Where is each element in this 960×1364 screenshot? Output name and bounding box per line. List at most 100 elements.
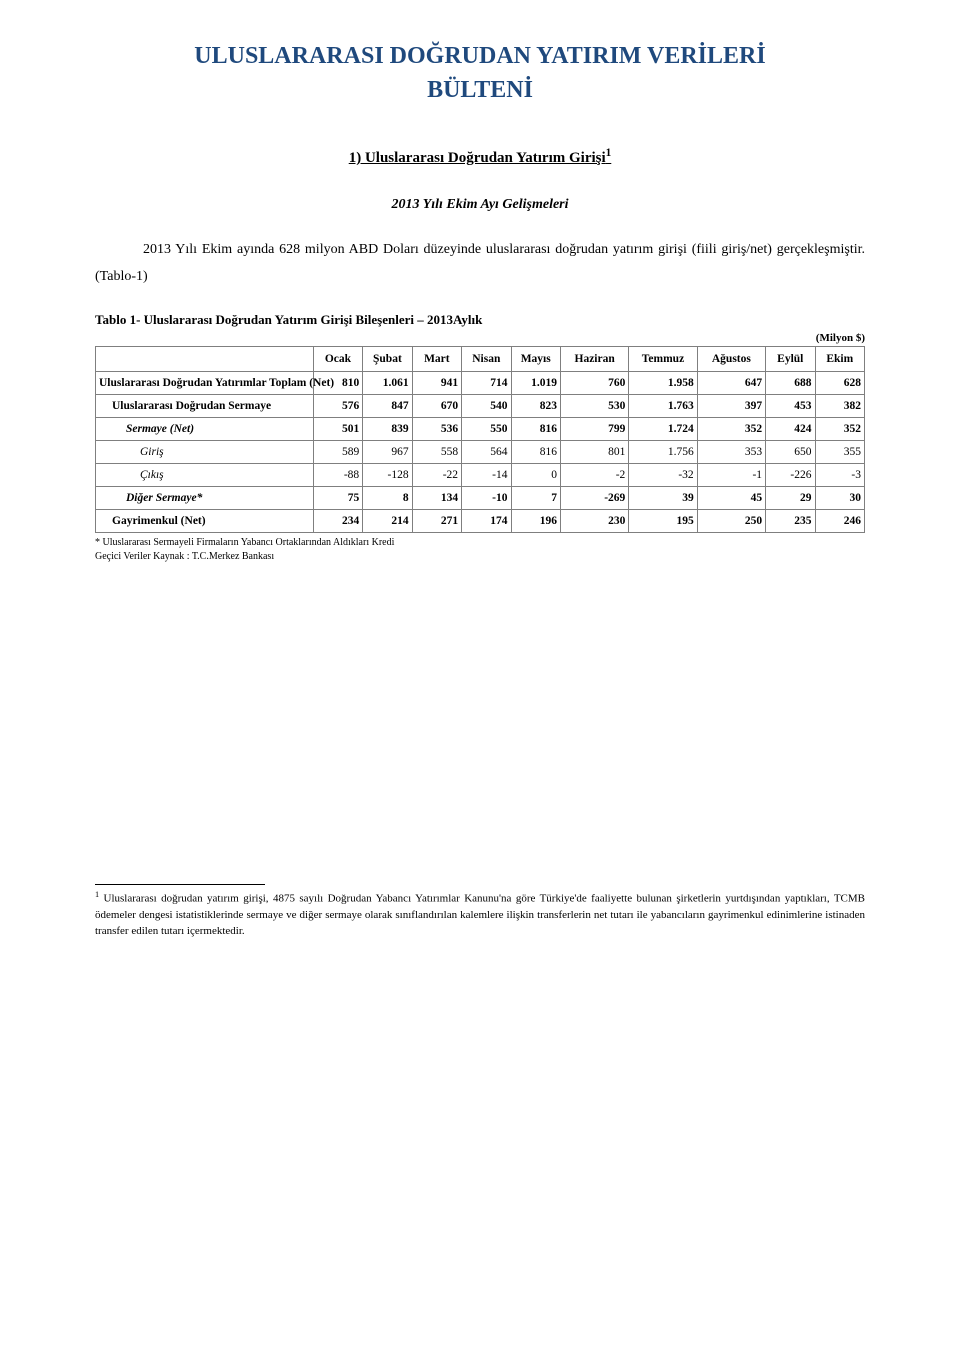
cell: 235 <box>766 510 815 533</box>
row-label: Diğer Sermaye* <box>96 487 314 510</box>
cell: 823 <box>511 395 560 418</box>
table-footnote-1: * Uluslararası Sermayeli Firmaların Yaba… <box>95 536 865 550</box>
cell: 530 <box>560 395 628 418</box>
cell: 714 <box>462 372 511 395</box>
cell: 234 <box>313 510 362 533</box>
row-label: Uluslararası Doğrudan Yatırımlar Toplam … <box>96 372 314 395</box>
cell: 397 <box>697 395 765 418</box>
cell: 45 <box>697 487 765 510</box>
cell: 29 <box>766 487 815 510</box>
col-temmuz: Temmuz <box>629 347 697 372</box>
body-paragraph: 2013 Yılı Ekim ayında 628 milyon ABD Dol… <box>95 237 865 290</box>
cell: 382 <box>815 395 865 418</box>
table-footnotes: * Uluslararası Sermayeli Firmaların Yaba… <box>95 536 865 564</box>
table-row: Diğer Sermaye* 75 8 134 -10 7 -269 39 45… <box>96 487 865 510</box>
header-blank <box>96 347 314 372</box>
footnote-text: Uluslararası doğrudan yatırım girişi, 48… <box>95 893 865 937</box>
cell: 670 <box>412 395 461 418</box>
cell: 196 <box>511 510 560 533</box>
cell: 1.019 <box>511 372 560 395</box>
sub-heading: 2013 Yılı Ekim Ayı Gelişmeleri <box>95 197 865 213</box>
cell: 8 <box>363 487 412 510</box>
row-label: Sermaye (Net) <box>96 418 314 441</box>
cell: 941 <box>412 372 461 395</box>
section-heading-sup: 1 <box>606 147 612 159</box>
col-ocak: Ocak <box>313 347 362 372</box>
cell: 195 <box>629 510 697 533</box>
cell: 816 <box>511 418 560 441</box>
title-line-1: ULUSLARARASI DOĞRUDAN YATIRIM VERİLERİ <box>194 43 765 69</box>
row-label: Uluslararası Doğrudan Sermaye <box>96 395 314 418</box>
cell: -88 <box>313 464 362 487</box>
table-row: Giriş 589 967 558 564 816 801 1.756 353 … <box>96 441 865 464</box>
table-row: Uluslararası Doğrudan Sermaye 576 847 67… <box>96 395 865 418</box>
cell: 352 <box>697 418 765 441</box>
cell: 424 <box>766 418 815 441</box>
cell: 839 <box>363 418 412 441</box>
cell: 540 <box>462 395 511 418</box>
title-line-2: BÜLTENİ <box>427 77 533 103</box>
cell: 352 <box>815 418 865 441</box>
section-heading-text: 1) Uluslararası Doğrudan Yatırım Girişi <box>349 150 606 166</box>
cell: 1.763 <box>629 395 697 418</box>
col-nisan: Nisan <box>462 347 511 372</box>
cell: 230 <box>560 510 628 533</box>
col-mart: Mart <box>412 347 461 372</box>
cell: 75 <box>313 487 362 510</box>
cell: 30 <box>815 487 865 510</box>
body-text: 2013 Yılı Ekim ayında 628 milyon ABD Dol… <box>95 242 865 284</box>
row-label: Çıkış <box>96 464 314 487</box>
cell: -2 <box>560 464 628 487</box>
cell: 353 <box>697 441 765 464</box>
row-label: Giriş <box>96 441 314 464</box>
cell: 453 <box>766 395 815 418</box>
cell: 564 <box>462 441 511 464</box>
cell: 847 <box>363 395 412 418</box>
cell: -3 <box>815 464 865 487</box>
cell: -1 <box>697 464 765 487</box>
table-row: Çıkış -88 -128 -22 -14 0 -2 -32 -1 -226 … <box>96 464 865 487</box>
cell: 246 <box>815 510 865 533</box>
cell: -14 <box>462 464 511 487</box>
cell: 271 <box>412 510 461 533</box>
page-footnote: 1 Uluslararası doğrudan yatırım girişi, … <box>95 889 865 939</box>
cell: 134 <box>412 487 461 510</box>
cell: 1.958 <box>629 372 697 395</box>
cell: 550 <box>462 418 511 441</box>
cell: 7 <box>511 487 560 510</box>
cell: 1.061 <box>363 372 412 395</box>
col-mayis: Mayıs <box>511 347 560 372</box>
table-row: Sermaye (Net) 501 839 536 550 816 799 1.… <box>96 418 865 441</box>
cell: -32 <box>629 464 697 487</box>
cell: 0 <box>511 464 560 487</box>
cell: 174 <box>462 510 511 533</box>
page-container: ULUSLARARASI DOĞRUDAN YATIRIM VERİLERİ B… <box>0 0 960 980</box>
unit-label: (Milyon $) <box>95 332 865 344</box>
cell: -128 <box>363 464 412 487</box>
cell: 801 <box>560 441 628 464</box>
col-subat: Şubat <box>363 347 412 372</box>
cell: 250 <box>697 510 765 533</box>
table-row: Uluslararası Doğrudan Yatırımlar Toplam … <box>96 372 865 395</box>
table-footnote-2: Geçici Veriler Kaynak : T.C.Merkez Banka… <box>95 550 865 564</box>
cell: -269 <box>560 487 628 510</box>
cell: 1.756 <box>629 441 697 464</box>
table-row: Gayrimenkul (Net) 234 214 271 174 196 23… <box>96 510 865 533</box>
cell: 799 <box>560 418 628 441</box>
page-title: ULUSLARARASI DOĞRUDAN YATIRIM VERİLERİ B… <box>95 40 865 107</box>
col-eylul: Eylül <box>766 347 815 372</box>
cell: 967 <box>363 441 412 464</box>
cell: 816 <box>511 441 560 464</box>
cell: 650 <box>766 441 815 464</box>
cell: -10 <box>462 487 511 510</box>
cell: -22 <box>412 464 461 487</box>
cell: 688 <box>766 372 815 395</box>
cell: 628 <box>815 372 865 395</box>
data-table: Ocak Şubat Mart Nisan Mayıs Haziran Temm… <box>95 346 865 533</box>
cell: 576 <box>313 395 362 418</box>
col-ekim: Ekim <box>815 347 865 372</box>
cell: 760 <box>560 372 628 395</box>
cell: 536 <box>412 418 461 441</box>
cell: 558 <box>412 441 461 464</box>
col-agustos: Ağustos <box>697 347 765 372</box>
